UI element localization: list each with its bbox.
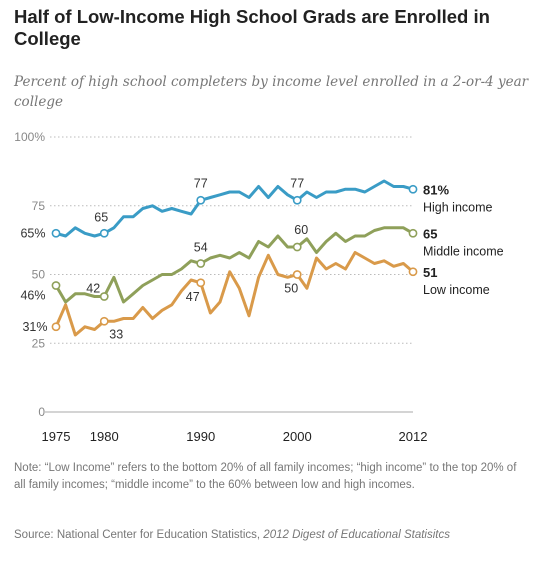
middle-income-end-value: 65 bbox=[423, 226, 437, 241]
high-income-point-2012 bbox=[408, 184, 418, 194]
line-chart: 0 25 50 75 100% 1975 1980 1990 2000 2012 65% 65 77 77… bbox=[14, 130, 504, 444]
high-income-label-2000: 77 bbox=[290, 176, 304, 190]
high-income-label-1980: 65 bbox=[94, 210, 108, 224]
low-income-point-1980 bbox=[99, 316, 109, 326]
low-income-label-2000: 50 bbox=[284, 282, 298, 296]
y-tick-label-50: 50 bbox=[32, 268, 46, 282]
low-income-label-1980: 33 bbox=[109, 327, 123, 341]
high-income-line bbox=[54, 179, 415, 238]
middle-income-point-1990 bbox=[196, 259, 206, 268]
chart-source: Source: National Center for Education St… bbox=[14, 527, 529, 544]
y-tick-label-25: 25 bbox=[32, 336, 46, 350]
middle-income-label-1990: 54 bbox=[194, 241, 208, 255]
low-income-point-2012 bbox=[408, 267, 418, 277]
low-income-series-name: Low income bbox=[423, 283, 490, 297]
x-tick-label-2000: 2000 bbox=[283, 429, 312, 444]
low-income-point-2000 bbox=[292, 270, 302, 279]
middle-income-label-2000: 60 bbox=[294, 223, 308, 237]
low-income-point-1990 bbox=[196, 278, 206, 288]
low-income-label-1990: 47 bbox=[186, 290, 200, 304]
high-income-series-name: High income bbox=[423, 200, 493, 214]
middle-income-line bbox=[54, 226, 415, 304]
low-income-line bbox=[54, 251, 415, 337]
high-income-label-1990: 77 bbox=[194, 176, 208, 190]
high-income-end-value: 81% bbox=[423, 182, 449, 197]
low-income-end-value: 51 bbox=[423, 265, 437, 280]
high-income-point-2000 bbox=[292, 195, 302, 205]
y-tick-label-100: 100% bbox=[14, 130, 45, 144]
source-publication: 2012 Digest of Educational Statisitcs bbox=[263, 529, 450, 541]
chart-title: Half of Low-Income High School Grads are… bbox=[14, 6, 490, 49]
middle-income-point-1975 bbox=[51, 281, 61, 290]
middle-income-point-2012 bbox=[408, 228, 418, 238]
middle-income-label-1975: 46% bbox=[20, 289, 45, 303]
chart-subtitle: Percent of high school completers by inc… bbox=[14, 74, 529, 110]
x-tick-label-1990: 1990 bbox=[186, 429, 215, 444]
y-tick-label-75: 75 bbox=[32, 199, 46, 213]
x-tick-label-2012: 2012 bbox=[399, 429, 428, 444]
high-income-point-1975 bbox=[51, 228, 61, 238]
high-income-point-1990 bbox=[196, 195, 206, 205]
middle-income-point-1980 bbox=[99, 292, 109, 301]
y-tick-label-0: 0 bbox=[38, 405, 45, 419]
low-income-point-1975 bbox=[51, 322, 61, 332]
high-income-label-1975: 65% bbox=[20, 226, 45, 240]
middle-income-label-1980: 42 bbox=[86, 282, 100, 296]
low-income-label-1975: 31% bbox=[22, 320, 47, 334]
x-tick-label-1975: 1975 bbox=[42, 429, 71, 444]
middle-income-series-name: Middle income bbox=[423, 244, 504, 258]
middle-income-point-2000 bbox=[292, 242, 302, 252]
source-prefix: Source: National Center for Education St… bbox=[14, 529, 264, 541]
high-income-point-1980 bbox=[99, 228, 109, 238]
chart-note: Note: “Low Income” refers to the bottom … bbox=[14, 462, 517, 491]
x-tick-label-1980: 1980 bbox=[90, 429, 119, 444]
